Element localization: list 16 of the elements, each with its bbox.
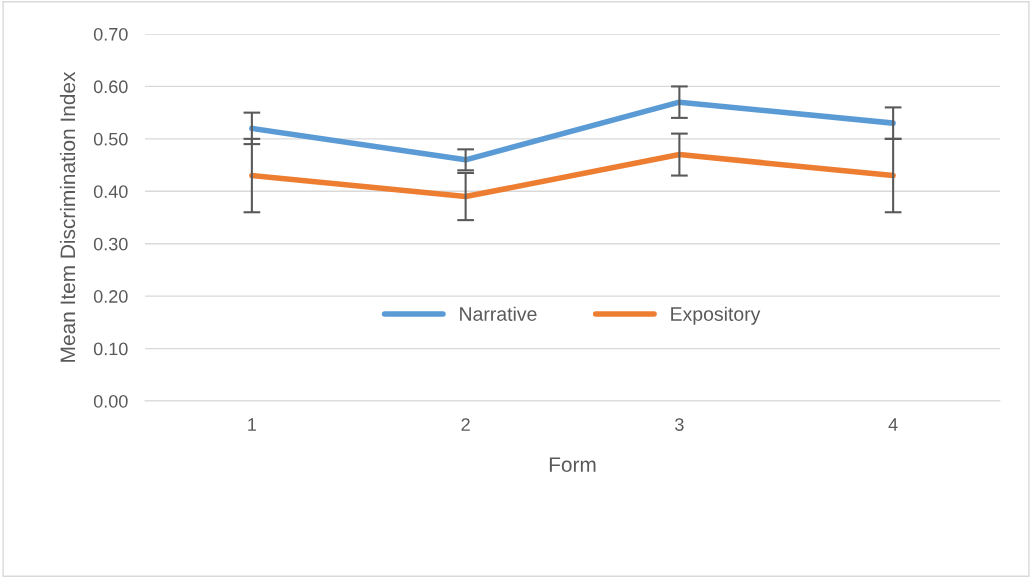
x-tick-label: 4 [888, 418, 898, 431]
x-axis-title: Form [549, 457, 596, 473]
y-tick-label: 0.20 [93, 290, 128, 303]
y-tick-label: 0.40 [93, 185, 128, 199]
x-tick-label: 2 [461, 418, 470, 431]
y-tick-label: 0.60 [93, 80, 128, 94]
y-axis-title: Mean Item Discrimination Index [59, 71, 76, 362]
x-tick-label: 1 [248, 418, 257, 431]
y-tick-label: 0.10 [93, 342, 128, 356]
legend-label: Narrative [460, 306, 537, 321]
y-tick-label: 0.30 [93, 237, 128, 251]
y-tick-label: 0.70 [93, 27, 128, 41]
legend-label: Expository [671, 306, 761, 325]
y-tick-label: 0.50 [93, 132, 128, 146]
y-tick-label: 0.00 [93, 394, 128, 408]
x-tick-label: 3 [675, 418, 684, 431]
